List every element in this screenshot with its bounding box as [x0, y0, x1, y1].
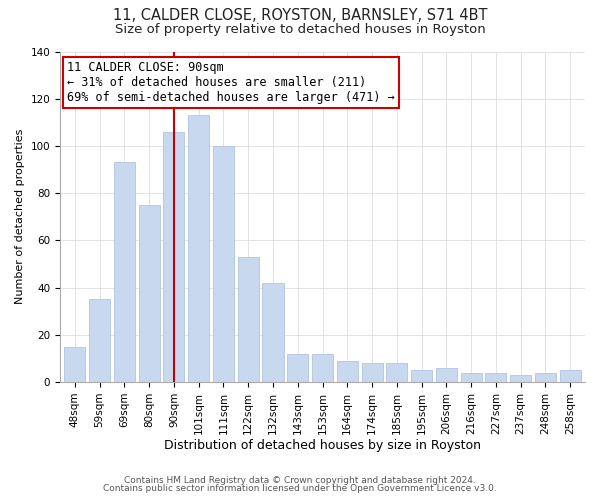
Bar — [485, 372, 506, 382]
Bar — [64, 346, 85, 382]
Text: 11, CALDER CLOSE, ROYSTON, BARNSLEY, S71 4BT: 11, CALDER CLOSE, ROYSTON, BARNSLEY, S71… — [113, 8, 487, 22]
Bar — [411, 370, 432, 382]
Text: Contains HM Land Registry data © Crown copyright and database right 2024.: Contains HM Land Registry data © Crown c… — [124, 476, 476, 485]
Bar — [312, 354, 333, 382]
Bar — [535, 372, 556, 382]
Bar — [461, 372, 482, 382]
Bar — [287, 354, 308, 382]
Bar — [139, 205, 160, 382]
Bar — [213, 146, 234, 382]
Text: Contains public sector information licensed under the Open Government Licence v3: Contains public sector information licen… — [103, 484, 497, 493]
Bar — [89, 300, 110, 382]
Y-axis label: Number of detached properties: Number of detached properties — [15, 129, 25, 304]
Bar — [560, 370, 581, 382]
Bar — [436, 368, 457, 382]
X-axis label: Distribution of detached houses by size in Royston: Distribution of detached houses by size … — [164, 440, 481, 452]
Bar — [188, 116, 209, 382]
Bar — [262, 283, 284, 382]
Text: Size of property relative to detached houses in Royston: Size of property relative to detached ho… — [115, 22, 485, 36]
Bar — [337, 361, 358, 382]
Bar — [238, 257, 259, 382]
Bar — [510, 375, 531, 382]
Bar — [362, 363, 383, 382]
Bar — [386, 363, 407, 382]
Bar — [114, 162, 135, 382]
Bar — [163, 132, 184, 382]
Text: 11 CALDER CLOSE: 90sqm
← 31% of detached houses are smaller (211)
69% of semi-de: 11 CALDER CLOSE: 90sqm ← 31% of detached… — [67, 61, 395, 104]
